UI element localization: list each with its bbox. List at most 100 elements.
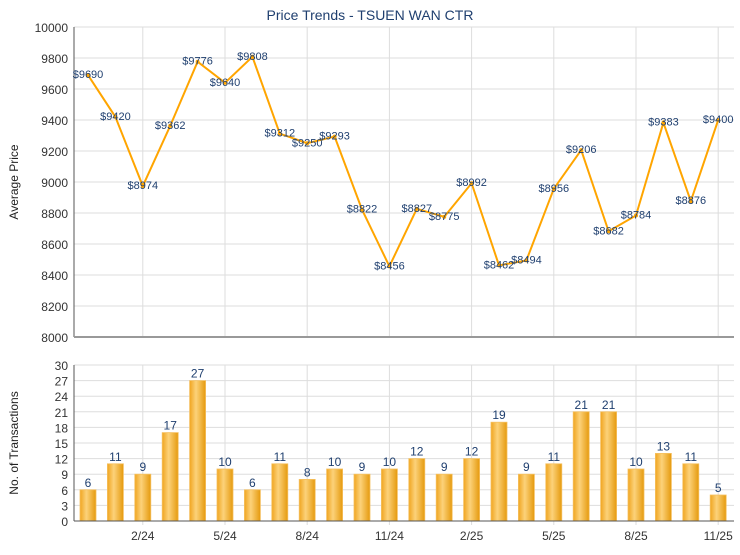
y-tick-label: 6 — [61, 484, 68, 498]
bar-value-label: 11 — [685, 450, 698, 464]
price-point — [524, 258, 529, 263]
transaction-bar — [518, 473, 535, 522]
price-label: $9312 — [265, 128, 296, 140]
chart-title: Price Trends - TSUEN WAN CTR — [267, 7, 474, 23]
price-point — [387, 264, 392, 269]
price-label: $9400 — [703, 114, 734, 126]
price-label: $8876 — [676, 195, 707, 207]
x-tick-label: 8/25 — [624, 529, 648, 543]
y-tick-label: 8000 — [41, 331, 68, 345]
y-axis-label-price: Average Price — [7, 144, 21, 219]
transaction-bar — [545, 463, 563, 522]
bar-value-label: 6 — [249, 476, 256, 490]
bar-value-label: 6 — [85, 476, 92, 490]
transaction-bar — [435, 473, 453, 522]
y-tick-label: 8800 — [41, 207, 68, 221]
price-point — [634, 213, 638, 218]
bar-value-label: 11 — [548, 450, 561, 464]
price-label: $8992 — [456, 177, 487, 189]
transaction-bar — [709, 494, 727, 522]
x-tick-label: 2/25 — [460, 529, 484, 543]
price-point — [579, 148, 584, 153]
bar-value-label: 11 — [274, 450, 287, 464]
price-point — [113, 114, 118, 119]
transaction-bar — [408, 458, 426, 522]
transaction-bar — [682, 463, 700, 522]
price-label: $9206 — [566, 144, 597, 156]
price-point — [661, 120, 666, 125]
price-label: $8822 — [347, 204, 378, 216]
price-label: $9690 — [73, 69, 104, 81]
transaction-bar — [353, 473, 371, 522]
transaction-bar — [600, 411, 617, 522]
bar-value-label: 19 — [492, 408, 506, 422]
price-label: $8456 — [374, 260, 405, 272]
bar-value-label: 11 — [109, 450, 122, 464]
price-label: $8784 — [621, 209, 652, 221]
y-tick-label: 12 — [55, 453, 69, 467]
y-tick-label: 9 — [61, 468, 68, 482]
transaction-bar — [380, 468, 398, 522]
price-label: $8462 — [484, 259, 515, 271]
bar-value-label: 9 — [441, 460, 448, 474]
price-label: $9808 — [237, 51, 268, 63]
x-tick-label: 2/24 — [131, 529, 155, 543]
bar-value-label: 21 — [602, 398, 616, 412]
x-tick-label: 5/24 — [213, 529, 237, 543]
bar-value-label: 21 — [575, 398, 589, 412]
y-tick-label: 3 — [61, 499, 68, 513]
price-point — [223, 80, 227, 85]
price-line — [87, 54, 720, 269]
transaction-bar — [134, 473, 152, 522]
y-tick-label: 9800 — [41, 52, 68, 66]
transaction-bar — [271, 463, 289, 522]
y-tick-label: 9000 — [41, 176, 68, 190]
price-label: $9776 — [182, 56, 213, 68]
bar-value-label: 10 — [328, 455, 342, 469]
price-point — [497, 263, 501, 268]
price-label: $9383 — [648, 117, 679, 129]
price-point — [168, 123, 173, 128]
y-tick-label: 24 — [55, 390, 69, 404]
transaction-bar — [572, 411, 590, 522]
price-point — [606, 229, 611, 234]
bar-value-label: 10 — [218, 455, 232, 469]
transaction-bar — [243, 489, 261, 522]
price-point — [414, 206, 419, 211]
price-point — [86, 73, 90, 78]
bar-value-label: 10 — [629, 455, 643, 469]
bar-value-label: 12 — [465, 445, 479, 459]
price-label: $8494 — [511, 254, 542, 266]
transaction-bar — [655, 452, 672, 522]
price-point — [469, 181, 474, 186]
price-point — [140, 184, 145, 189]
price-label: $9362 — [155, 120, 186, 132]
x-tick-label: 11/24 — [375, 529, 404, 543]
transaction-bar — [216, 468, 234, 522]
price-point — [688, 199, 693, 204]
transaction-bar — [298, 478, 316, 522]
transaction-bar — [79, 489, 97, 522]
price-label: $8827 — [402, 203, 433, 215]
y-tick-label: 9600 — [41, 83, 68, 97]
y-tick-label: 21 — [55, 406, 69, 420]
bar-value-label: 9 — [523, 460, 530, 474]
y-tick-label: 0 — [61, 515, 68, 529]
y-tick-label: 18 — [55, 421, 69, 435]
y-axis-label-transactions: No. of Transactions — [7, 391, 21, 494]
price-label: $9293 — [319, 131, 350, 143]
price-point — [250, 54, 255, 59]
price-point — [360, 207, 364, 212]
price-point — [305, 141, 310, 146]
price-label: $9420 — [100, 111, 131, 123]
y-tick-label: 9200 — [41, 145, 68, 159]
price-label: $8682 — [593, 225, 624, 237]
transaction-bar — [189, 380, 207, 522]
bar-value-label: 8 — [304, 465, 311, 479]
price-point — [442, 214, 447, 219]
price-label: $8775 — [429, 211, 460, 223]
price-point — [716, 118, 721, 122]
price-point — [195, 59, 200, 64]
price-label: $9640 — [210, 77, 241, 89]
transaction-bar — [490, 421, 508, 522]
